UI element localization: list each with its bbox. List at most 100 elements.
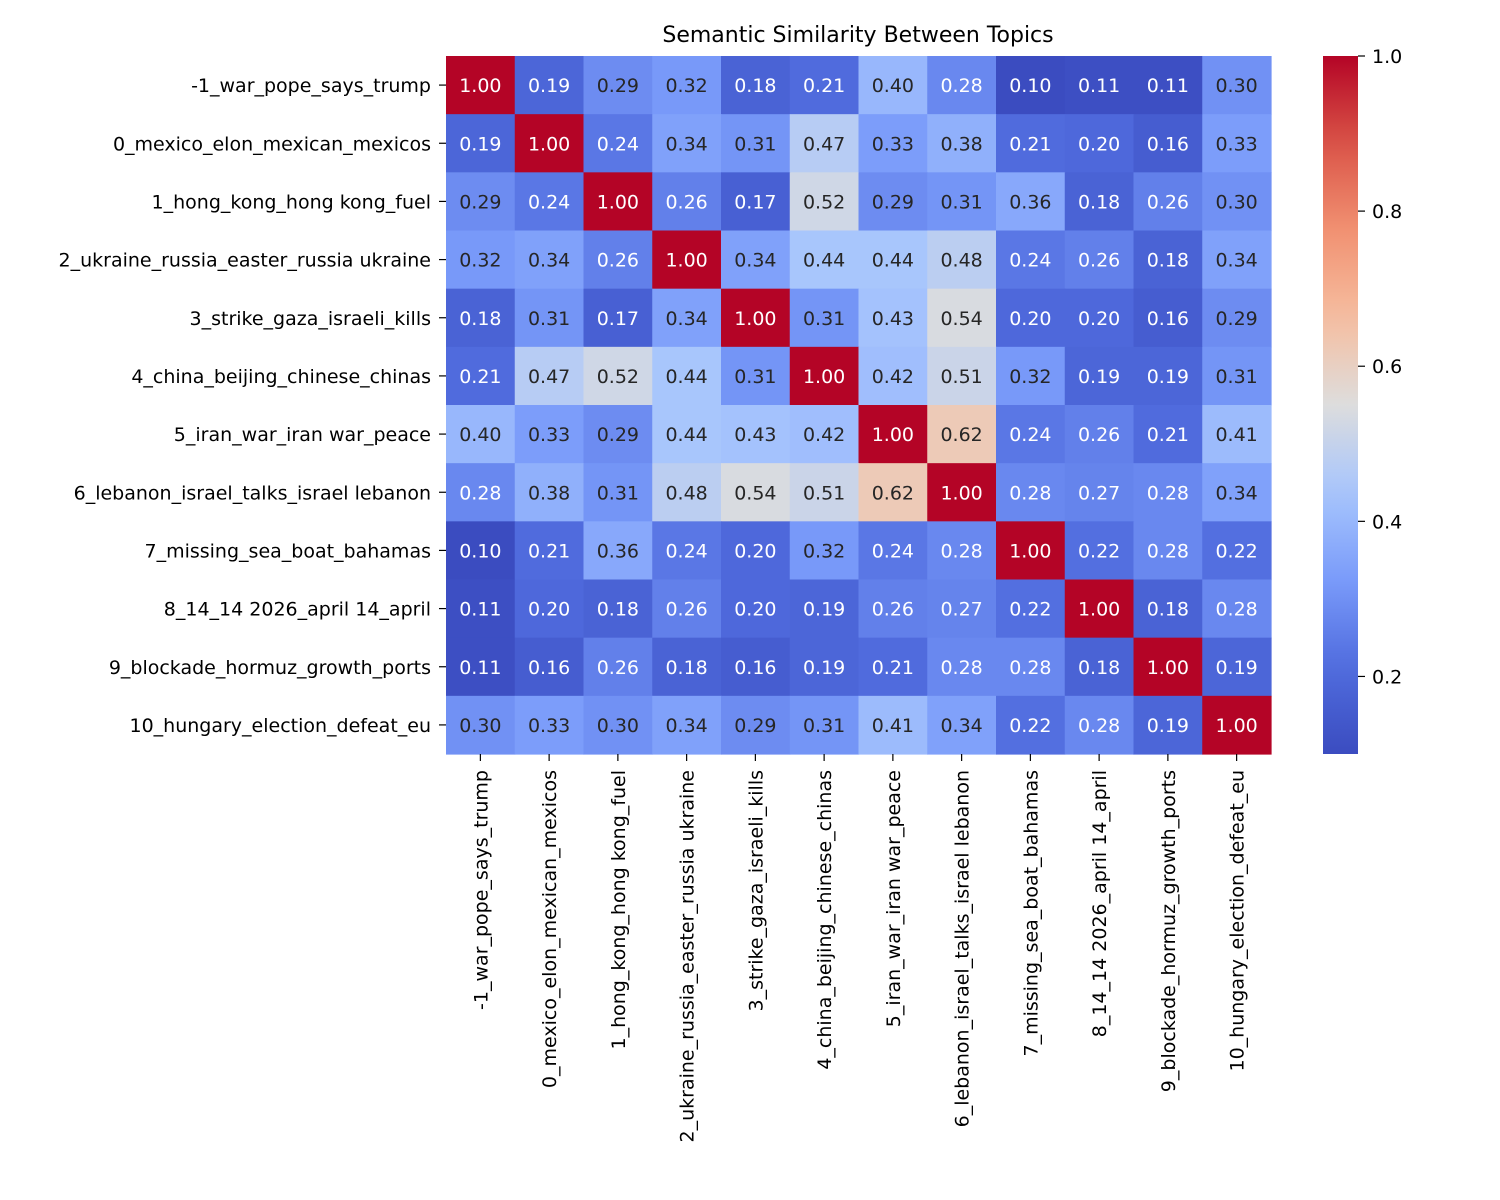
heatmap-cell xyxy=(858,230,928,290)
y-tick-label: 3_strike_gaza_israeli_kills xyxy=(190,308,431,330)
cell-value-label: 0.41 xyxy=(1215,424,1257,446)
cell-value-label: 0.17 xyxy=(597,308,639,330)
heatmap-cell xyxy=(858,637,928,697)
cell-value-label: 0.21 xyxy=(1147,424,1189,446)
colorbar-tick-label: 0.4 xyxy=(1372,511,1402,533)
cell-value-label: 0.31 xyxy=(597,482,639,504)
heatmap-cell xyxy=(996,695,1066,755)
heatmap-cell xyxy=(858,288,928,348)
heatmap-cell xyxy=(583,56,653,115)
heatmap-cell xyxy=(927,346,997,406)
heatmap-cell xyxy=(996,114,1066,173)
heatmap-cell xyxy=(927,463,997,522)
heatmap-cell xyxy=(446,346,516,406)
y-tick-label: 6_lebanon_israel_talks_israel lebanon xyxy=(74,482,431,504)
heatmap-cell xyxy=(1064,346,1135,406)
cell-value-label: 0.18 xyxy=(1147,599,1189,621)
cell-value-label: 0.20 xyxy=(734,540,776,562)
heatmap-cell xyxy=(446,172,516,232)
heatmap-cell xyxy=(996,579,1066,639)
cell-value-label: 0.34 xyxy=(734,250,776,272)
heatmap-cell xyxy=(721,579,791,639)
cell-value-label: 0.16 xyxy=(734,657,776,679)
heatmap-cell xyxy=(721,695,791,755)
heatmap-cell xyxy=(583,521,653,581)
cell-value-label: 0.19 xyxy=(1078,366,1120,388)
heatmap-cell xyxy=(858,579,928,639)
x-tick-label: 3_strike_gaza_israeli_kills xyxy=(745,770,767,1011)
cell-value-label: 0.19 xyxy=(1147,715,1189,737)
heatmap-cell xyxy=(652,114,722,173)
heatmap-cell xyxy=(789,172,860,232)
heatmap-cell xyxy=(652,695,722,755)
cell-value-label: 0.20 xyxy=(1009,308,1051,330)
y-tick-label: -1_war_pope_says_trump xyxy=(191,75,431,97)
cell-value-label: 1.00 xyxy=(872,424,914,446)
x-tick-label: 9_blockade_hormuz_growth_ports xyxy=(1158,770,1180,1092)
heatmap-cell xyxy=(1133,463,1203,522)
heatmap-cell xyxy=(1064,405,1135,464)
y-tick-labels: -1_war_pope_says_trump 0_mexico_elon_mexi… xyxy=(59,75,446,737)
heatmap-cell xyxy=(583,637,653,697)
heatmap-cell xyxy=(652,230,722,290)
cell-value-label: 0.32 xyxy=(459,250,501,272)
heatmap-cell xyxy=(446,521,516,581)
heatmap-cell xyxy=(789,579,860,639)
heatmap-cell xyxy=(583,172,653,232)
heatmap-cell xyxy=(1133,56,1203,115)
heatmap-cell xyxy=(1133,172,1203,232)
heatmap-cell xyxy=(583,346,653,406)
cell-value-label: 0.47 xyxy=(528,366,570,388)
heatmap-cell xyxy=(721,114,791,173)
x-tick-label: 2_ukraine_russia_easter_russia ukraine xyxy=(677,770,699,1142)
cell-value-label: 0.30 xyxy=(1215,75,1257,97)
cell-value-label: 0.62 xyxy=(872,482,914,504)
heatmap-cell xyxy=(652,579,722,639)
cell-value-label: 0.41 xyxy=(872,715,914,737)
x-tick-label: -1_war_pope_says_trump xyxy=(470,770,492,1010)
colorbar-tick-label: 0.8 xyxy=(1372,201,1402,223)
heatmap-cell xyxy=(996,346,1066,406)
cell-value-label: 0.17 xyxy=(734,191,776,213)
x-tick-label: 5_iran_war_iran war_peace xyxy=(883,770,905,1027)
heatmap-cell xyxy=(1064,114,1135,173)
heatmap-cell xyxy=(1064,172,1135,232)
cell-value-label: 0.31 xyxy=(803,715,845,737)
cell-value-label: 0.18 xyxy=(1078,191,1120,213)
x-tick-label: 7_missing_sea_boat_bahamas xyxy=(1020,770,1042,1057)
cell-value-label: 0.54 xyxy=(940,308,982,330)
cell-value-label: 0.19 xyxy=(1215,657,1257,679)
cell-value-label: 0.18 xyxy=(665,657,707,679)
heatmap-cell xyxy=(652,56,722,115)
cell-value-label: 0.28 xyxy=(1009,482,1051,504)
x-tick-label: 1_hong_kong_hong kong_fuel xyxy=(608,770,630,1049)
cell-value-label: 0.27 xyxy=(940,599,982,621)
heatmap-cell xyxy=(1133,230,1203,290)
heatmap-cell xyxy=(583,405,653,464)
heatmap-cell xyxy=(1202,695,1272,755)
heatmap-cell xyxy=(514,521,585,581)
cell-value-label: 0.31 xyxy=(528,308,570,330)
heatmap-cell xyxy=(721,346,791,406)
heatmap-cell xyxy=(514,288,585,348)
cell-value-label: 0.40 xyxy=(872,75,914,97)
chart-title: Semantic Similarity Between Topics xyxy=(662,23,1053,48)
x-tick-label: 0_mexico_elon_mexican_mexicos xyxy=(539,770,561,1088)
heatmap-cell xyxy=(927,114,997,173)
cell-value-label: 0.24 xyxy=(597,133,639,155)
heatmap-cell xyxy=(789,463,860,522)
cell-value-label: 0.44 xyxy=(803,250,845,272)
cell-value-label: 0.24 xyxy=(872,540,914,562)
colorbar-ticks: 0.2 0.4 0.6 0.8 1.0 xyxy=(1358,46,1402,688)
heatmap-cell xyxy=(1202,637,1272,697)
heatmap-cell xyxy=(721,521,791,581)
cell-value-label: 0.26 xyxy=(1147,191,1189,213)
cell-value-label: 0.21 xyxy=(803,75,845,97)
cell-value-label: 0.20 xyxy=(1078,308,1120,330)
cell-value-label: 0.28 xyxy=(1078,715,1120,737)
heatmap-cell xyxy=(927,172,997,232)
heatmap-cell xyxy=(446,695,516,755)
heatmap-cell xyxy=(789,288,860,348)
cell-value-label: 0.16 xyxy=(1147,133,1189,155)
heatmap-cell xyxy=(514,637,585,697)
